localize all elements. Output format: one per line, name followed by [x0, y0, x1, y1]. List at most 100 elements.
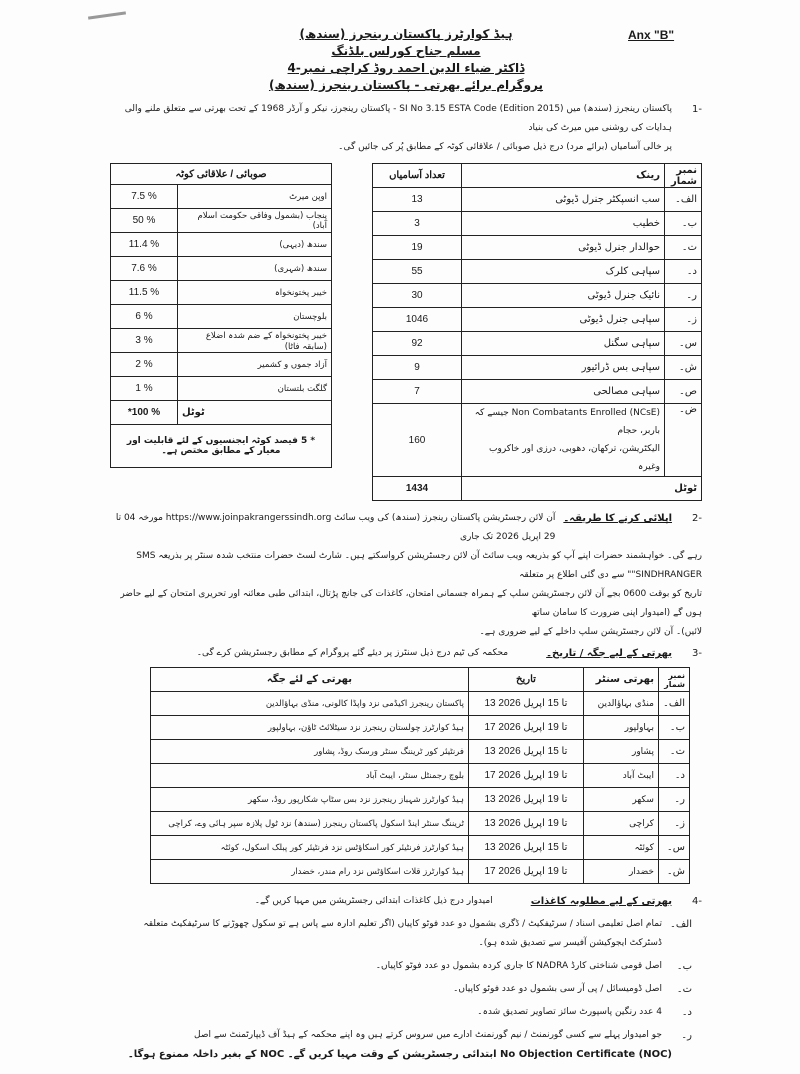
rank-serial: س۔: [664, 331, 702, 356]
para2-line2: رہے گی۔ خواہشمند حضرات اپنے آپ کو بذریعہ…: [136, 551, 702, 580]
para1-line1: پاکستان رینجرز (سندھ) میں SI No 3.15 EST…: [124, 104, 672, 133]
table-row: ٹریننگ سنٹر اینڈ اسکول پاکستان رینجرز (س…: [150, 811, 691, 836]
center-date: 13 تا 15 اپریل 2026: [467, 739, 584, 764]
table-header-row: بھرتی کے لئے جگہ تاریخ بھرتی سنٹر نمبر ش…: [150, 667, 691, 692]
requirement-serial: ت۔: [676, 984, 692, 995]
center-name: کراچی: [582, 811, 659, 836]
ncse-count: 160: [372, 403, 462, 477]
center-place: پاکستان رینجرز اکیڈمی نزد واپڈا کالونی، …: [150, 691, 469, 716]
table-row: 2 % آزاد جموں و کشمیر: [110, 352, 332, 377]
center-date: 13 تا 15 اپریل 2026: [467, 691, 584, 716]
quota-header: صوبائی / علاقائی کوٹہ: [110, 163, 332, 185]
table-row: فرنٹیئر کور ٹریننگ سنٹر ورسک روڈ، پشاور 1…: [150, 739, 691, 764]
center-date: 13 تا 19 اپریل 2026: [467, 787, 584, 812]
center-name: منڈی بہاؤالدین: [582, 691, 659, 716]
center-date: 17 تا 19 اپریل 2026: [467, 763, 584, 788]
para3: -3 بھرتی کے لیے جگہ / تاریخ۔ محکمہ کی ٹی…: [110, 644, 702, 663]
center-place: ہیڈ کوارٹرز چولستان رینجرز نزد سیٹلائٹ ٹ…: [150, 715, 469, 740]
center-place: بلوچ رجمنٹل سنٹر، ایبٹ آباد: [150, 763, 469, 788]
table-row: 11.4 % سندھ (دیہی): [110, 232, 332, 257]
col-header-count: تعداد آسامیاں: [372, 163, 462, 188]
rank-count: 3: [372, 211, 462, 236]
requirements-list: الف۔ تمام اصل تعلیمی اسناد / سرٹیفکیٹ / ڈ…: [110, 915, 702, 1045]
quota-percent: 6 %: [110, 304, 178, 329]
requirement-item: تمام اصل تعلیمی اسناد / سرٹیفکیٹ / ڈگری …: [143, 919, 662, 948]
rank-name: سپاہی جنرل ڈیوٹی: [461, 307, 665, 332]
quota-note-row: * 5 فیصد کوٹہ ایجنسیوں کے لئے قابلیت اور…: [110, 424, 332, 468]
table-row-total: *100 % ٹوٹل: [110, 400, 332, 425]
rank-name: سب انسپکٹر جنرل ڈیوٹی: [461, 187, 665, 212]
rank-name: سپاہی بس ڈرائیور: [461, 355, 665, 380]
header-line-4: پروگرام برائے بھرتی - پاکستان رینجرز (سن…: [268, 78, 544, 92]
table-row: 11.5 % خیبر پختونخواہ: [110, 280, 332, 305]
para3-text: محکمہ کی ٹیم درج ذیل سنٹرز پر دیئے گئے پ…: [196, 648, 509, 658]
center-date: 13 تا 15 اپریل 2026: [467, 835, 584, 860]
quota-table: صوبائی / علاقائی کوٹہ 7.5 % اوپن میرٹ 50 %…: [110, 163, 332, 468]
center-name: بہاولپور: [582, 715, 659, 740]
requirement-serial: الف۔: [669, 919, 692, 930]
table-header-row: تعداد آسامیاں رینک نمبر شمار: [372, 163, 702, 188]
quota-region: سندھ (دیہی): [177, 232, 332, 257]
table-row: ہیڈ کوارٹرز چولستان رینجرز نزد سیٹلائٹ ٹ…: [150, 715, 691, 740]
para4-last-line: No Objection Certificate (NOC) ابتدائی ر…: [127, 1049, 672, 1060]
quota-region: بلوچستان: [177, 304, 332, 329]
rank-serial: د۔: [664, 259, 702, 284]
center-name: ایبٹ آباد: [582, 763, 659, 788]
col-header-date: تاریخ: [467, 667, 584, 692]
center-place: ہیڈ کوارٹرز فرنٹیئر کور اسکاؤٹس نزد فرنٹ…: [150, 835, 469, 860]
center-place: ہیڈ کوارٹرز شہباز رینجرز نزد بس سٹاپ شکا…: [150, 787, 469, 812]
quota-region: آزاد جموں و کشمیر: [177, 352, 332, 377]
quota-percent: 1 %: [110, 376, 178, 401]
header-line-3: ڈاکٹر ضیاء الدین احمد روڈ کراچی نمبر-4: [287, 61, 525, 75]
quota-note: * 5 فیصد کوٹہ ایجنسیوں کے لئے قابلیت اور…: [110, 424, 332, 468]
para3-heading: بھرتی کے لیے جگہ / تاریخ۔: [546, 648, 672, 659]
para2-line3: تاریخ کو بوقت 0600 بجے آن لائن رجسٹریشن …: [120, 589, 702, 618]
table-row: 30 نائیک جنرل ڈیوٹی ر۔: [372, 283, 702, 308]
center-date: 13 تا 19 اپریل 2026: [467, 811, 584, 836]
rank-serial: ت۔: [664, 235, 702, 260]
table-row: 7.5 % اوپن میرٹ: [110, 184, 332, 209]
col-header-rank: رینک: [461, 163, 665, 188]
center-date: 17 تا 19 اپریل 2026: [467, 859, 584, 884]
ncse-serial: ض۔: [664, 403, 702, 477]
table-row: ہیڈ کوارٹرز فرنٹیئر کور اسکاؤٹس نزد فرنٹ…: [150, 835, 691, 860]
quota-region: خیبر پختونخواہ کے ضم شدہ اضلاع (سابقہ فا…: [177, 328, 332, 353]
rank-count: 55: [372, 259, 462, 284]
ncse-line2: الیکٹریشن، ترکھان، دھوبی، درزی اور خاکرو…: [489, 444, 660, 472]
center-name: پشاور: [582, 739, 659, 764]
table-row: 7 سپاہی مصالحی ص۔: [372, 379, 702, 404]
rank-name: خطیب: [461, 211, 665, 236]
requirement-row: ر۔ جو امیدوار پہلے سے کسی گورنمنٹ / نیم گ…: [110, 1026, 702, 1045]
rank-name: حوالدار جنرل ڈیوٹی: [461, 235, 665, 260]
rank-name: سپاہی مصالحی: [461, 379, 665, 404]
para2-line4: لائیں)۔ آن لائن رجسٹریشن سلپ داخلے کے لی…: [479, 627, 702, 637]
rank-serial: ب۔: [664, 211, 702, 236]
para1-line2: پر خالی آسامیاں (برائے مرد) درج ذیل صوبا…: [338, 142, 672, 152]
table-row: 7.6 % سندھ (شہری): [110, 256, 332, 281]
requirement-serial: د۔: [681, 1007, 692, 1018]
col-header-serial: نمبر شمار: [657, 667, 691, 692]
table-row: ہیڈ کوارٹرز قلات اسکاؤٹس نزد رام مندر، خ…: [150, 859, 691, 884]
col-header-place: بھرتی کے لئے جگہ: [150, 667, 469, 692]
center-serial: ر۔: [657, 787, 691, 812]
para4: -4 بھرتی کے لیے مطلوبہ کاغذات امیدوار در…: [110, 892, 702, 911]
ranks-table: تعداد آسامیاں رینک نمبر شمار 13 سب انسپکٹ…: [372, 163, 702, 501]
rank-serial: ش۔: [664, 355, 702, 380]
center-serial: ب۔: [657, 715, 691, 740]
table-row-ncse: 160 Non Combatants Enrolled (NCsE) جیسے …: [372, 403, 702, 477]
ranks-total: 1434: [372, 476, 462, 501]
quota-percent: 2 %: [110, 352, 178, 377]
table-row: 13 سب انسپکٹر جنرل ڈیوٹی الف۔: [372, 187, 702, 212]
center-name: سکھر: [582, 787, 659, 812]
col-header-serial: نمبر شمار: [664, 163, 702, 188]
para1: -1 پاکستان رینجرز (سندھ) میں SI No 3.15 …: [110, 100, 702, 138]
header-line-1: ہیڈ کوارٹرز پاکستان رینجرز (سندھ): [299, 27, 513, 41]
para2: -2 اپلائی کرنے کا طریقہ۔ آن لائن رجسٹریش…: [110, 509, 702, 547]
table-row: 1046 سپاہی جنرل ڈیوٹی ز۔: [372, 307, 702, 332]
table-row: 55 سپاہی کلرک د۔: [372, 259, 702, 284]
requirement-row: د۔ 4 عدد رنگین پاسپورٹ سائز تصاویر تصدیق …: [110, 1003, 702, 1022]
rank-serial: ز۔: [664, 307, 702, 332]
quota-percent: 50 %: [110, 208, 178, 233]
center-place: فرنٹیئر کور ٹریننگ سنٹر ورسک روڈ، پشاور: [150, 739, 469, 764]
